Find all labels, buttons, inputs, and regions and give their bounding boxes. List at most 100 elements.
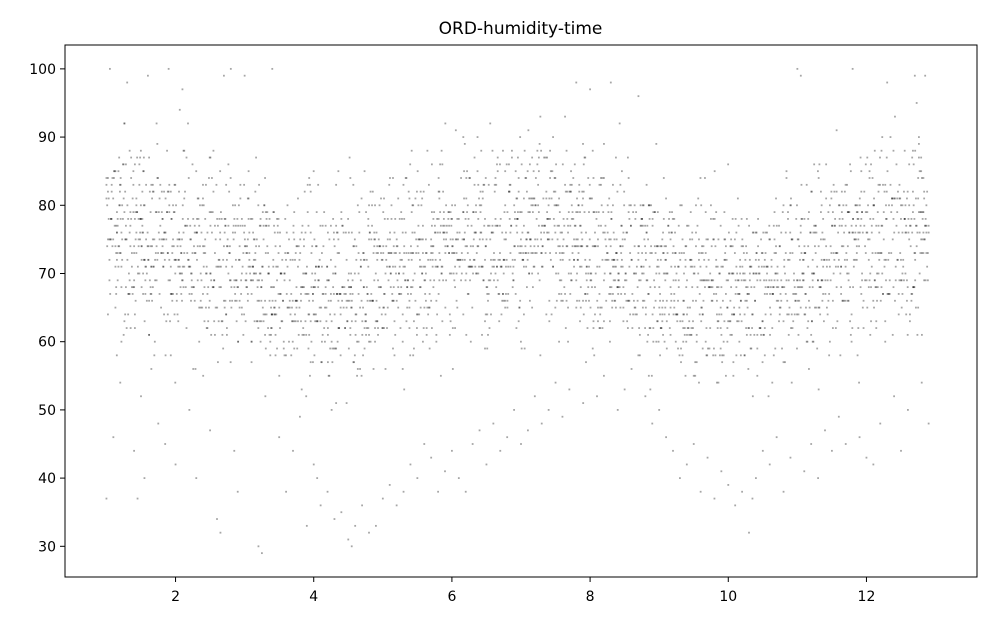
data-point (410, 293, 412, 295)
data-point (493, 265, 495, 268)
data-point (165, 238, 168, 241)
data-point (438, 252, 441, 254)
data-point (770, 279, 773, 282)
data-point (364, 313, 367, 316)
data-point (890, 211, 893, 213)
data-point (658, 306, 661, 309)
data-point (652, 211, 655, 213)
data-point (285, 231, 288, 234)
data-point (129, 327, 132, 329)
data-point (641, 218, 644, 220)
data-point (760, 238, 762, 241)
data-point (171, 245, 174, 248)
data-point (463, 170, 465, 173)
data-point (832, 183, 835, 186)
data-point (263, 204, 266, 207)
data-point (736, 293, 739, 295)
data-point (634, 218, 637, 220)
data-point (495, 183, 498, 186)
data-point (551, 170, 554, 173)
data-point (283, 354, 286, 357)
data-point (557, 204, 560, 207)
data-point (911, 293, 914, 295)
data-point (148, 299, 150, 302)
data-point (883, 265, 886, 268)
data-point (449, 238, 452, 241)
data-point (639, 204, 642, 207)
data-point (705, 238, 708, 241)
data-point (621, 258, 623, 261)
data-point (110, 183, 113, 186)
data-point (912, 286, 914, 289)
data-point (458, 231, 461, 234)
data-point (470, 265, 473, 268)
data-point (343, 286, 346, 289)
data-point (875, 320, 878, 323)
data-point (309, 190, 312, 193)
data-point (919, 252, 922, 254)
data-point (603, 231, 606, 234)
data-point (502, 258, 505, 261)
data-point (230, 306, 233, 309)
data-point (119, 183, 122, 186)
data-point (354, 313, 357, 316)
data-point (543, 224, 546, 227)
data-point (480, 231, 483, 234)
data-point (422, 327, 425, 329)
data-point (123, 122, 126, 125)
data-point (149, 286, 152, 289)
data-point (451, 327, 454, 329)
data-point (709, 272, 712, 275)
data-point (455, 238, 458, 241)
data-point (424, 279, 427, 282)
data-point (312, 286, 315, 289)
data-point (799, 286, 802, 289)
data-point (134, 211, 137, 213)
data-point (825, 197, 828, 200)
data-point (311, 272, 314, 275)
data-point (787, 313, 790, 316)
data-point (576, 211, 579, 213)
data-point (879, 422, 882, 425)
data-point (766, 293, 768, 295)
data-point (652, 327, 655, 329)
data-point (600, 204, 603, 207)
data-point (662, 272, 665, 275)
data-point (552, 265, 554, 268)
data-point (658, 409, 661, 411)
data-point (857, 231, 860, 234)
data-point (880, 149, 883, 152)
data-point (718, 272, 721, 275)
data-point (231, 299, 234, 302)
data-point (649, 327, 652, 329)
data-point (168, 211, 171, 213)
data-point (196, 258, 198, 261)
data-point (698, 293, 701, 295)
data-point (612, 204, 614, 207)
data-point (110, 218, 112, 220)
data-point (460, 252, 463, 254)
data-point (804, 293, 807, 295)
data-point (156, 258, 159, 261)
data-point (187, 122, 189, 125)
data-point (558, 197, 560, 200)
data-point (729, 320, 732, 323)
data-point (713, 293, 715, 295)
data-point (401, 340, 404, 343)
data-point (757, 245, 759, 248)
data-point (418, 238, 421, 241)
data-point (487, 183, 490, 186)
data-point (628, 204, 631, 207)
data-point (172, 245, 175, 248)
data-point (352, 183, 355, 186)
data-point (329, 293, 332, 295)
data-point (125, 327, 128, 329)
data-point (334, 265, 337, 268)
data-point (496, 224, 499, 227)
data-point (398, 265, 401, 268)
data-point (321, 224, 324, 227)
data-point (753, 333, 756, 336)
data-point (573, 258, 575, 261)
data-point (133, 327, 136, 329)
data-point (891, 238, 894, 241)
